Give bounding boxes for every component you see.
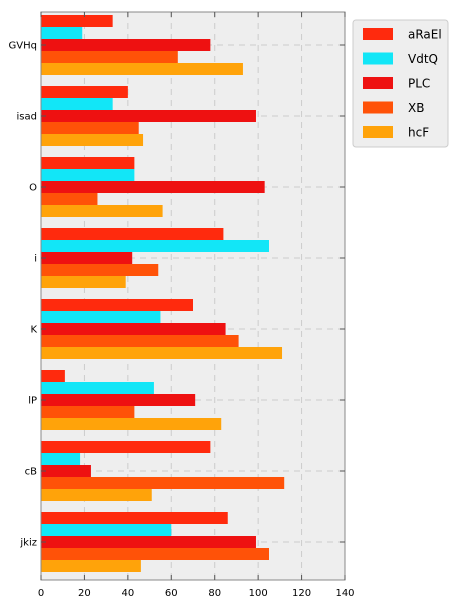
y-tick-label-cB: cB <box>25 467 37 478</box>
bar-hcF-K <box>41 347 283 359</box>
bar-hcF-i <box>41 276 126 288</box>
bar-aRaEl-lP <box>41 370 65 382</box>
bar-hcF-isad <box>41 134 144 146</box>
bar-PLC-K <box>41 323 226 335</box>
bars <box>41 15 285 572</box>
bar-VdtQ-isad <box>41 98 113 110</box>
x-tick-label: 0 <box>38 588 44 599</box>
y-tick-label-GVHq: GVHq <box>9 41 37 52</box>
bar-XB-jkiz <box>41 548 269 560</box>
legend-box <box>352 19 449 148</box>
bar-PLC-i <box>41 252 133 264</box>
bar-VdtQ-cB <box>41 453 81 465</box>
bar-PLC-O <box>41 181 265 193</box>
x-tick-label: 40 <box>121 588 134 599</box>
axes <box>40 11 346 581</box>
bar-PLC-jkiz <box>41 536 256 548</box>
legend-swatch-XB <box>363 101 393 114</box>
bar-VdtQ-jkiz <box>41 524 172 536</box>
legend-label-hcF: hcF <box>408 126 429 140</box>
bar-PLC-lP <box>41 394 196 406</box>
x-tick-labels: 0 20 40 60 80 100 120 140 <box>38 588 355 599</box>
y-tick-labels: GVHq isad Oi KlP cB jkiz <box>9 41 38 549</box>
bar-hcF-GVHq <box>41 63 243 75</box>
bar-hcF-lP <box>41 418 222 430</box>
bar-XB-lP <box>41 406 135 418</box>
bar-aRaEl-cB <box>41 441 211 453</box>
y-tick-label-isad: isad <box>17 112 37 123</box>
bar-aRaEl-O <box>41 157 135 169</box>
plot-frame <box>40 11 346 581</box>
bar-VdtQ-i <box>41 240 269 252</box>
legend: aRaEl VdtQ PLC XB hcF <box>352 19 449 148</box>
x-tick-label: 120 <box>292 588 311 599</box>
x-tick-label: 140 <box>335 588 354 599</box>
bar-XB-cB <box>41 477 285 489</box>
x-tick-label: 100 <box>249 588 268 599</box>
x-tick-label: 20 <box>78 588 91 599</box>
bar-hcF-cB <box>41 489 152 501</box>
legend-swatch-VdtQ <box>363 52 393 65</box>
y-tick-label-lP: lP <box>28 396 37 407</box>
bar-XB-GVHq <box>41 51 178 63</box>
legend-swatch-aRaEl <box>363 28 393 40</box>
y-tick-label-K: K <box>30 325 37 336</box>
bar-aRaEl-GVHq <box>41 15 113 27</box>
bar-PLC-cB <box>41 465 91 477</box>
bar-PLC-isad <box>41 110 256 122</box>
y-tick-label-jkiz: jkiz <box>19 538 37 549</box>
bar-VdtQ-K <box>41 311 161 323</box>
legend-label-VdtQ: VdtQ <box>408 52 438 66</box>
bar-aRaEl-jkiz <box>41 512 228 524</box>
bar-XB-K <box>41 335 239 347</box>
legend-label-aRaEl: aRaEl <box>408 28 442 42</box>
bar-XB-O <box>41 193 98 205</box>
x-tick-label: 80 <box>208 588 221 599</box>
bar-VdtQ-lP <box>41 382 154 394</box>
bar-aRaEl-isad <box>41 86 128 98</box>
legend-swatch-hcF <box>363 126 393 138</box>
y-tick-label-i: i <box>34 254 37 265</box>
bar-aRaEl-i <box>41 228 224 240</box>
bar-aRaEl-K <box>41 299 193 311</box>
y-tick-label-O: O <box>29 183 37 194</box>
bar-VdtQ-GVHq <box>41 27 83 39</box>
bar-XB-isad <box>41 122 139 134</box>
bar-PLC-GVHq <box>41 39 211 51</box>
legend-swatch-PLC <box>363 77 393 89</box>
legend-label-PLC: PLC <box>408 77 430 91</box>
bar-hcF-jkiz <box>41 560 141 572</box>
legend-label-XB: XB <box>408 101 424 115</box>
x-tick-label: 60 <box>165 588 178 599</box>
bar-VdtQ-O <box>41 169 135 181</box>
bar-XB-i <box>41 264 159 276</box>
bar-hcF-O <box>41 205 163 217</box>
